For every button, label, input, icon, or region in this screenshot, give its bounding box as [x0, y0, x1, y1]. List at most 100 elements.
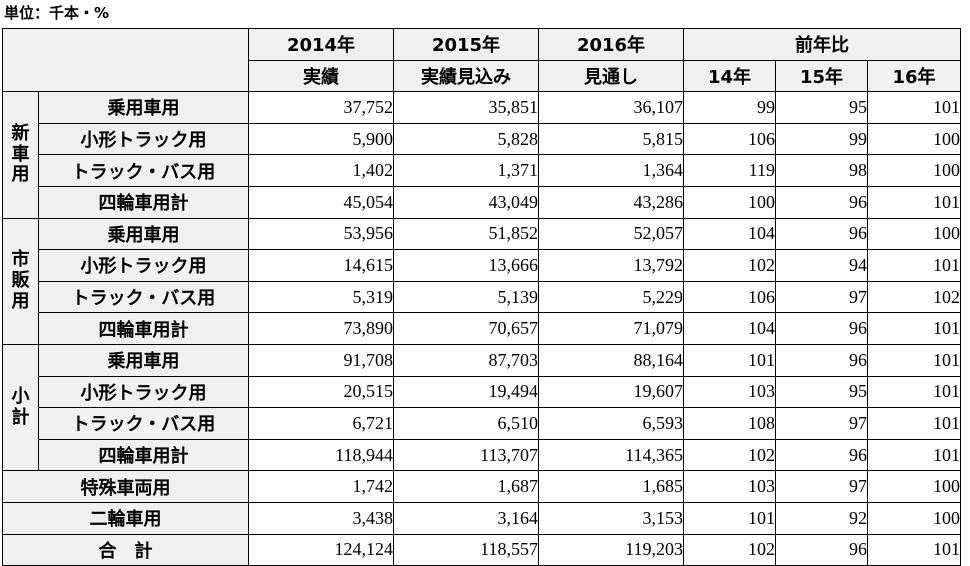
table-row: 特殊車両用 1,742 1,687 1,685 103 97 100	[2, 470, 962, 503]
value-2014: 5,900	[248, 122, 394, 156]
group-label-char: 用	[11, 164, 30, 186]
yoy-15: 97	[775, 407, 868, 440]
table-row: 小形トラック用 14,615 13,666 13,792 102 94 101	[3, 249, 962, 282]
value-2015: 35,851	[393, 91, 539, 124]
value-2015: 13,666	[393, 249, 539, 282]
yoy-16: 101	[866, 343, 962, 377]
value-2016: 114,365	[538, 438, 684, 472]
yoy-16: 100	[866, 501, 962, 535]
value-2014: 14,615	[248, 249, 394, 282]
value-2014: 5,319	[248, 280, 394, 314]
value-2015: 3,164	[393, 501, 539, 535]
value-2015: 6,510	[393, 407, 539, 440]
yoy-16: 101	[866, 533, 962, 566]
value-2015: 70,657	[393, 312, 539, 345]
header-yoy-14: 14年	[683, 59, 776, 93]
yoy-14: 101	[683, 501, 776, 535]
value-2014: 91,708	[248, 343, 394, 377]
table-row: 二輪車用 3,438 3,164 3,153 101 92 100	[2, 501, 962, 535]
unit-label: 単位：千本・%	[4, 4, 110, 22]
value-2015: 19,494	[393, 375, 539, 409]
yoy-14: 101	[683, 343, 776, 377]
row-label: 四輪車用計	[38, 438, 249, 472]
yoy-15: 96	[775, 533, 868, 566]
value-2014: 37,752	[248, 91, 394, 124]
value-2014: 118,944	[248, 438, 394, 472]
table-row: 四輪車用計 73,890 70,657 71,079 104 96 101	[3, 312, 962, 345]
yoy-16: 101	[866, 91, 962, 124]
header-2014: 2014年	[248, 28, 394, 61]
row-label: トラック・バス用	[38, 280, 249, 314]
value-2015: 51,852	[393, 217, 539, 251]
value-2016: 5,815	[538, 122, 684, 156]
table-row: 新車用乗用車用 37,752 35,851 36,107 99 95 101	[2, 91, 962, 219]
header-yoy: 前年比	[682, 28, 962, 61]
value-2016: 88,164	[538, 343, 684, 377]
header-forecast: 見通し	[538, 59, 684, 93]
value-2014: 1,402	[248, 154, 394, 187]
yoy-16: 101	[866, 407, 962, 440]
value-2016: 5,229	[538, 280, 684, 314]
table-row: トラック・バス用 6,721 6,510 6,593 108 97 101	[3, 407, 962, 440]
yoy-15: 92	[775, 501, 868, 535]
value-2014: 45,054	[248, 185, 394, 219]
yoy-14: 119	[683, 154, 776, 187]
yoy-16: 101	[866, 375, 962, 409]
yoy-16: 100	[866, 217, 962, 251]
row-label: 乗用車用	[38, 91, 249, 124]
value-2015: 5,828	[393, 122, 539, 156]
group-label-char: 新	[11, 122, 30, 144]
yoy-16: 100	[866, 470, 962, 503]
value-2016: 1,685	[538, 470, 684, 503]
yoy-15: 97	[775, 470, 868, 503]
table-row: 市販用乗用車用 53,956 51,852 52,057 104 96 100	[2, 217, 962, 345]
value-2014: 6,721	[248, 407, 394, 440]
group-label: 新車用	[2, 91, 39, 219]
yoy-14: 102	[683, 249, 776, 282]
value-2015: 5,139	[393, 280, 539, 314]
yoy-15: 96	[775, 343, 868, 377]
yoy-16: 101	[866, 312, 962, 345]
value-2016: 52,057	[538, 217, 684, 251]
row-label: 小形トラック用	[38, 122, 249, 156]
table-body: 2014年 2015年 2016年 前年比 実績 実績見込み 見通し 14年 1…	[2, 27, 962, 566]
header-yoy-15: 15年	[775, 59, 868, 93]
yoy-14: 104	[683, 312, 776, 345]
value-2014: 3,438	[248, 501, 394, 535]
yoy-15: 98	[775, 154, 868, 187]
value-2016: 19,607	[538, 375, 684, 409]
row-label: 特殊車両用	[2, 470, 249, 503]
yoy-16: 101	[866, 249, 962, 282]
yoy-15: 94	[775, 249, 868, 282]
yoy-15: 96	[775, 438, 868, 472]
row-label: 合 計	[2, 533, 249, 566]
value-2015: 1,687	[393, 470, 539, 503]
yoy-14: 103	[683, 470, 776, 503]
value-2016: 43,286	[538, 185, 684, 219]
yoy-15: 95	[775, 375, 868, 409]
yoy-15: 96	[775, 217, 868, 251]
value-2015: 118,557	[393, 533, 539, 566]
yoy-14: 106	[683, 280, 776, 314]
value-2014: 73,890	[248, 312, 394, 345]
yoy-14: 108	[683, 407, 776, 440]
value-2015: 1,371	[393, 154, 539, 187]
value-2016: 36,107	[538, 91, 684, 124]
yoy-14: 106	[683, 122, 776, 156]
table-row: 小形トラック用 20,515 19,494 19,607 103 95 101	[3, 375, 962, 409]
row-label: 乗用車用	[38, 343, 249, 377]
value-2015: 87,703	[393, 343, 539, 377]
table-row: 小形トラック用 5,900 5,828 5,815 106 99 100	[3, 122, 962, 156]
yoy-15: 95	[775, 91, 868, 124]
table-row: 小計乗用車用 91,708 87,703 88,164 101 96 101	[2, 343, 962, 472]
value-2015: 43,049	[393, 185, 539, 219]
value-2016: 13,792	[538, 249, 684, 282]
value-2014: 1,742	[248, 470, 394, 503]
table-row: トラック・バス用 1,402 1,371 1,364 119 98 100	[3, 154, 962, 187]
yoy-15: 96	[775, 312, 868, 345]
group-label-char: 販	[11, 269, 30, 291]
yoy-14: 100	[683, 185, 776, 219]
header-yoy-16: 16年	[866, 59, 962, 93]
yoy-14: 102	[683, 533, 776, 566]
row-label: トラック・バス用	[38, 154, 249, 187]
